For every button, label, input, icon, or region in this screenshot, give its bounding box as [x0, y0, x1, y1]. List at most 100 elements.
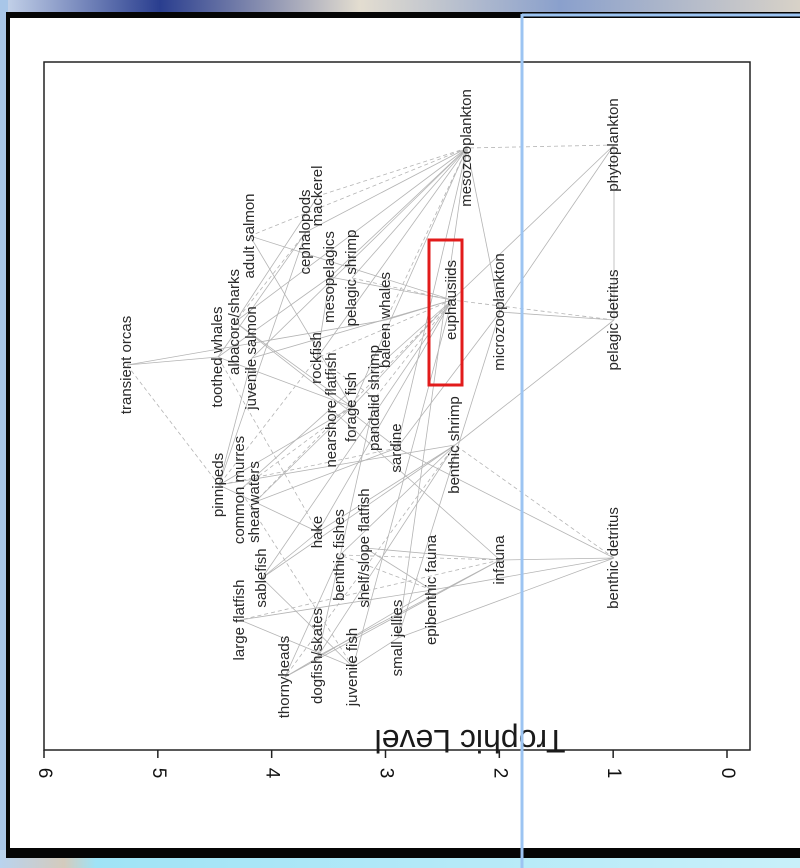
- background-stripe-left: [0, 0, 8, 868]
- trophic-link: [239, 589, 433, 621]
- trophic-link: [218, 444, 456, 486]
- y-axis-tick-label: 2: [489, 768, 510, 779]
- species-label: rockfish: [308, 332, 325, 384]
- trophic-link: [217, 356, 319, 533]
- trophic-link: [317, 147, 468, 197]
- trophic-link: [339, 444, 456, 556]
- trophic-link: [234, 321, 398, 449]
- trophic-link: [239, 406, 353, 491]
- species-label: mesopelagics: [321, 231, 338, 323]
- trophic-link: [126, 319, 387, 366]
- trophic-link: [499, 144, 615, 313]
- trophic-link: [126, 364, 220, 486]
- species-label: infauna: [491, 535, 508, 585]
- trophic-link: [249, 235, 453, 301]
- trophic-link: [317, 444, 456, 657]
- trophic-link: [351, 299, 453, 408]
- trophic-link: [466, 147, 501, 313]
- trophic-link: [284, 559, 501, 678]
- y-axis-tick-label: 3: [375, 768, 396, 779]
- species-label: baleen whales: [377, 272, 394, 368]
- species-label: mackerel: [309, 166, 326, 227]
- trophic-link: [316, 147, 468, 359]
- species-label: sardine: [388, 423, 405, 472]
- trophic-link: [396, 147, 468, 449]
- species-label: dogfish/skates: [309, 608, 326, 704]
- species-label: sablefish: [253, 548, 270, 607]
- species-label: small jellies: [389, 600, 406, 677]
- trophic-link: [251, 299, 453, 359]
- trophic-link: [261, 444, 456, 579]
- species-label: toothed whales: [209, 307, 226, 408]
- trophic-link: [284, 554, 341, 678]
- trophic-link: [234, 321, 353, 408]
- y-axis-title: Trophic Level: [375, 723, 566, 759]
- species-label: mesozooplankton: [458, 89, 475, 207]
- species-label: transient orcas: [118, 316, 135, 414]
- trophic-link: [284, 589, 433, 678]
- trophic-link: [364, 547, 433, 591]
- trophic-links: [126, 144, 615, 678]
- species-label: common murres: [231, 436, 248, 544]
- trophic-link: [218, 447, 398, 486]
- species-label: hake: [309, 516, 326, 549]
- species-label: phytoplankton: [605, 98, 622, 191]
- trophic-link: [217, 356, 353, 408]
- species-label: pelagic shrimp: [343, 230, 360, 327]
- species-label: euphausiids: [443, 260, 460, 340]
- y-axis-tick-label: 5: [148, 768, 169, 779]
- species-label: forage fish: [343, 372, 360, 442]
- trophic-link: [329, 147, 468, 278]
- background-stripe-top: [0, 0, 800, 14]
- species-label: benthic detritus: [605, 507, 622, 609]
- trophic-link: [499, 311, 615, 321]
- species-label: pinnipeds: [210, 453, 227, 517]
- trophic-link: [385, 147, 468, 321]
- figure-paper: [10, 18, 800, 848]
- trophic-link: [239, 559, 501, 621]
- trophic-link: [351, 147, 468, 279]
- species-label: benthic fishes: [331, 509, 348, 601]
- species-label: juvenile salmon: [243, 306, 260, 410]
- trophic-link: [329, 276, 453, 301]
- trophic-link: [351, 277, 453, 301]
- species-label: albacore/sharks: [226, 269, 243, 375]
- trophic-link: [339, 554, 433, 591]
- trophic-link: [218, 406, 353, 486]
- trophic-link: [397, 557, 615, 639]
- trophic-link: [305, 147, 468, 233]
- trophic-link: [352, 637, 399, 668]
- species-label: thornyheads: [276, 636, 293, 719]
- trophic-link: [317, 397, 376, 657]
- y-axis-tick-label: 1: [603, 768, 624, 779]
- trophic-link: [218, 357, 318, 486]
- trophic-link: [396, 311, 501, 449]
- species-label: pelagic detritus: [605, 270, 622, 371]
- trophic-link: [254, 447, 398, 503]
- species-label: juvenile fish: [344, 628, 361, 707]
- trophic-link: [261, 577, 354, 668]
- trophic-link: [254, 299, 453, 503]
- trophic-link: [317, 559, 501, 657]
- trophic-link: [217, 276, 331, 358]
- trophic-link: [234, 195, 319, 323]
- species-label: pandalid shrimp: [366, 345, 383, 451]
- species-label: shelf/slope flatfish: [356, 488, 373, 607]
- trophic-link: [239, 619, 354, 668]
- trophic-link: [339, 554, 501, 561]
- species-label: benthic shrimp: [446, 396, 463, 494]
- species-label: adult salmon: [241, 193, 258, 278]
- trophic-link: [234, 231, 307, 323]
- trophic-link: [239, 299, 453, 491]
- trophic-link: [451, 144, 615, 301]
- trophic-link: [499, 557, 615, 561]
- trophic-link: [364, 547, 501, 561]
- y-axis-ticks: 0 1 2 3 4 5 6: [34, 750, 738, 779]
- y-axis-tick-label: 6: [34, 768, 55, 779]
- species-labels: transient orcas toothed whales albacore/sh…: [118, 89, 622, 718]
- species-label: epibenthic fauna: [423, 534, 440, 645]
- trophic-link: [218, 357, 253, 486]
- trophic-link: [284, 444, 456, 678]
- trophic-link: [397, 147, 468, 639]
- trophic-link: [251, 147, 468, 359]
